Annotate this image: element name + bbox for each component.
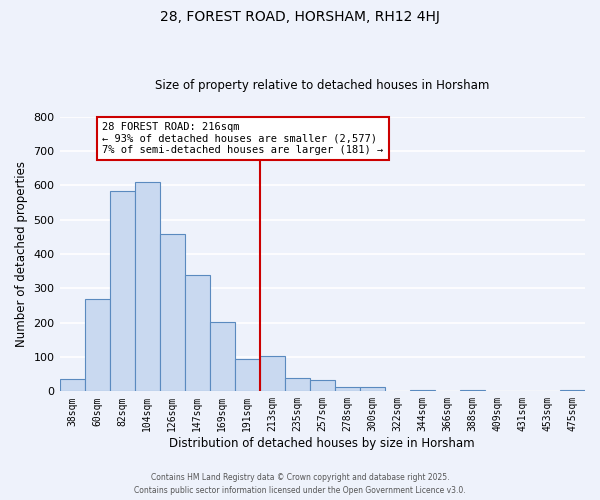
Bar bbox=[285, 378, 310, 392]
X-axis label: Distribution of detached houses by size in Horsham: Distribution of detached houses by size … bbox=[169, 437, 475, 450]
Title: Size of property relative to detached houses in Horsham: Size of property relative to detached ho… bbox=[155, 79, 490, 92]
Text: Contains HM Land Registry data © Crown copyright and database right 2025.
Contai: Contains HM Land Registry data © Crown c… bbox=[134, 474, 466, 495]
Bar bbox=[360, 386, 385, 392]
Y-axis label: Number of detached properties: Number of detached properties bbox=[15, 161, 28, 347]
Bar bbox=[310, 380, 335, 392]
Bar bbox=[185, 276, 209, 392]
Text: 28, FOREST ROAD, HORSHAM, RH12 4HJ: 28, FOREST ROAD, HORSHAM, RH12 4HJ bbox=[160, 10, 440, 24]
Bar bbox=[560, 390, 585, 392]
Bar bbox=[235, 360, 260, 392]
Bar bbox=[335, 387, 360, 392]
Bar bbox=[59, 378, 85, 392]
Bar bbox=[110, 190, 134, 392]
Text: 28 FOREST ROAD: 216sqm
← 93% of detached houses are smaller (2,577)
7% of semi-d: 28 FOREST ROAD: 216sqm ← 93% of detached… bbox=[102, 122, 383, 155]
Bar bbox=[209, 322, 235, 392]
Bar bbox=[134, 182, 160, 392]
Bar bbox=[260, 356, 285, 392]
Bar bbox=[460, 390, 485, 392]
Bar bbox=[85, 300, 110, 392]
Bar bbox=[160, 234, 185, 392]
Bar bbox=[410, 390, 435, 392]
